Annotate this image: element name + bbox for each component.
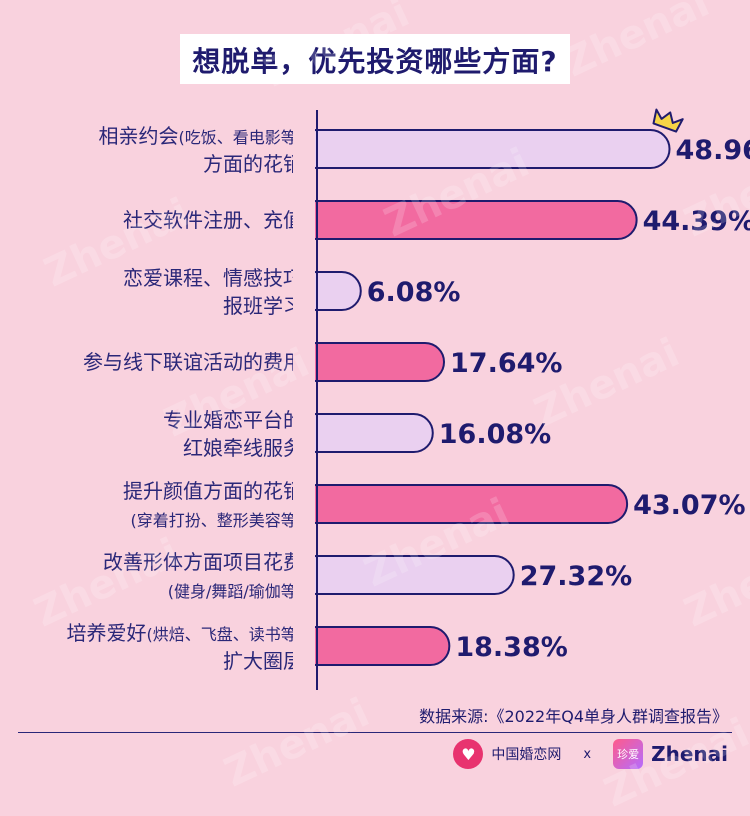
title-wrap: 想脱单，优先投资哪些方面? — [0, 34, 750, 84]
category-main-1: 社交软件注册、充值 — [123, 208, 303, 232]
category-main-7: 培养爱好 — [67, 621, 147, 645]
logo-separator: x — [583, 746, 592, 762]
bar-3 — [296, 342, 446, 382]
watermark: Zhenai — [217, 689, 377, 797]
heart-logo-icon: ♥ — [453, 739, 484, 769]
zhenai-logo-text: Zhenai — [651, 742, 728, 766]
category-main-2: 恋爱课程、情感技巧 — [123, 266, 303, 290]
category-label-5: 提升颜值方面的花销 — [123, 479, 303, 503]
category-label-2: 恋爱课程、情感技巧 — [123, 266, 303, 290]
category-label-line2-7: 扩大圈层 — [223, 649, 303, 673]
zhenai-badge-icon: 珍爱 — [613, 739, 644, 769]
value-label-6: 27.32% — [520, 561, 632, 592]
category-sub-0: (吃饭、看电影等) — [179, 128, 304, 147]
category-main-0: 相亲约会 — [99, 124, 179, 148]
category-label-7: 培养爱好(烘焙、飞盘、读书等) — [67, 621, 304, 645]
page-title: 想脱单，优先投资哪些方面? — [180, 34, 570, 84]
value-label-5: 43.07% — [633, 490, 745, 521]
value-label-4: 16.08% — [439, 419, 551, 450]
logo1-text: 中国婚恋网 — [491, 747, 562, 763]
category-label-0: 相亲约会(吃饭、看电影等) — [99, 124, 304, 148]
value-label-7: 18.38% — [455, 632, 567, 663]
category-label-line2-4: 红娘牵线服务 — [183, 436, 303, 460]
axis-mask — [293, 108, 315, 693]
category-sub-7: (烘焙、飞盘、读书等) — [147, 625, 304, 644]
category-main-4: 专业婚恋平台的 — [163, 408, 303, 432]
bar-7 — [296, 626, 451, 666]
category-label-3: 参与线下联谊活动的费用 — [83, 350, 303, 374]
category-label-line2-0: 方面的花销 — [203, 152, 303, 176]
footer-divider — [18, 732, 732, 733]
value-label-1: 44.39% — [643, 206, 750, 237]
value-label-0: 48.96% — [676, 135, 750, 166]
footer-logos: ♥ 中国婚恋网 x 珍爱 Zhenai — [453, 736, 728, 772]
category-label-line2-2: 报班学习 — [223, 294, 303, 318]
category-label-6: 改善形体方面项目花费 — [103, 550, 303, 574]
crown-icon — [652, 108, 684, 133]
bar-chart: 48.96% 相亲约会(吃饭、看电影等) 方面的花销 44.39% 社交软件注册、充值 6… — [66, 108, 750, 693]
category-main-5: 提升颜值方面的花销 — [123, 479, 303, 503]
category-main-6: 改善形体方面项目花费 — [103, 550, 303, 574]
category-main-3: 参与线下联谊活动的费用 — [83, 350, 303, 374]
value-label-3: 17.64% — [450, 348, 562, 379]
category-label-line2-5: (穿着打扮、整形美容等) — [131, 511, 304, 530]
value-label-2: 6.08% — [367, 277, 461, 308]
category-label-4: 专业婚恋平台的 — [163, 408, 303, 432]
category-label-line2-6: (健身/舞蹈/瑜伽等) — [168, 582, 303, 601]
data-source: 数据来源:《2022年Q4单身人群调查报告》 — [419, 707, 728, 726]
category-label-1: 社交软件注册、充值 — [123, 208, 303, 232]
